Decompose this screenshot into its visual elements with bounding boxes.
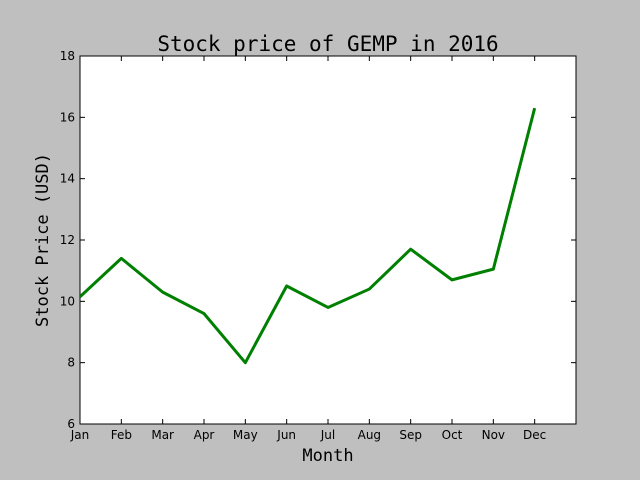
x-tick-label: Dec: [523, 428, 546, 442]
x-tick-label: May: [233, 428, 258, 442]
y-tick-label: 6: [67, 417, 75, 431]
x-tick-label: Aug: [358, 428, 381, 442]
x-axis-label: Month: [302, 446, 353, 466]
y-tick-label: 14: [60, 172, 75, 186]
series-layer: [80, 107, 537, 365]
x-tick-label: Jul: [320, 428, 335, 442]
plot-area: [79, 55, 577, 425]
x-tick-label: Nov: [482, 428, 505, 442]
series-line: [80, 107, 537, 365]
y-tick-label: 12: [60, 233, 75, 247]
y-tick-label: 16: [60, 110, 75, 124]
y-tick-label: 18: [60, 49, 75, 63]
y-tick-label: 10: [60, 294, 75, 308]
x-tick-label: Oct: [442, 428, 463, 442]
x-tick-label: Feb: [111, 428, 132, 442]
x-tick-label: Apr: [194, 428, 215, 442]
y-tick-label: 8: [67, 356, 75, 370]
axis-ticks: 6 8 10 12 14 16 18 Jan Feb Mar Apr May Jun Jul Aug Sep O…: [60, 49, 576, 442]
chart-title: Stock price of GEMP in 2016: [157, 32, 498, 56]
y-axis-label: Stock Price (USD): [33, 153, 53, 327]
x-tick-label: Mar: [151, 428, 174, 442]
x-tick-label: Jan: [70, 428, 90, 442]
x-tick-label: Sep: [399, 428, 422, 442]
x-tick-label: Jun: [276, 428, 296, 442]
